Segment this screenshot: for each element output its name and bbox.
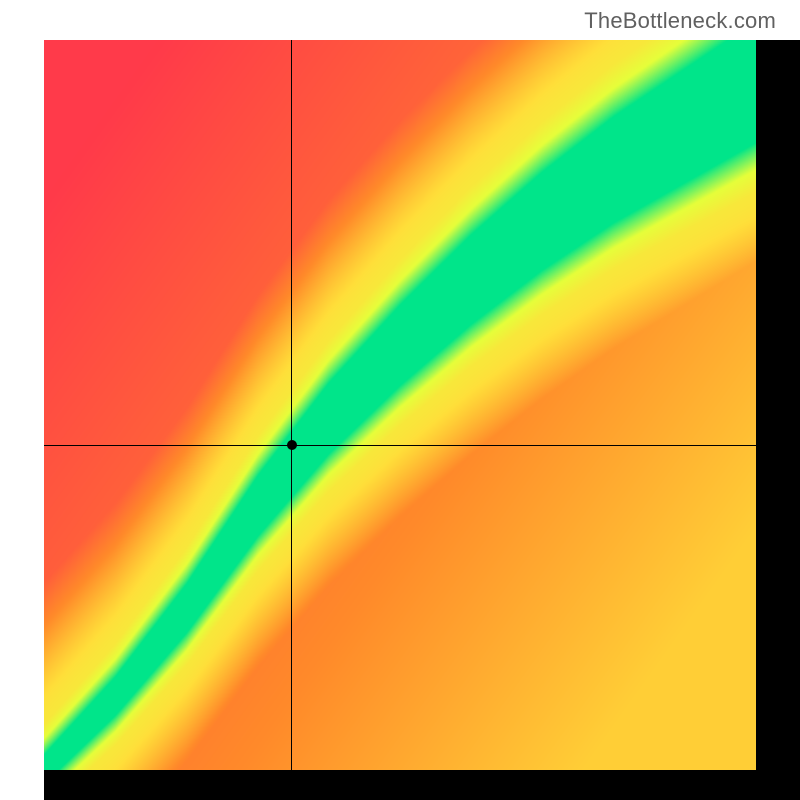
black-border-right — [756, 40, 800, 800]
marker-dot — [287, 440, 297, 450]
watermark-text: TheBottleneck.com — [584, 8, 776, 34]
crosshair-vertical — [291, 40, 292, 770]
chart-container: TheBottleneck.com — [0, 0, 800, 800]
black-border-bottom — [44, 770, 800, 800]
crosshair-horizontal — [44, 445, 756, 446]
heatmap-canvas — [44, 40, 756, 770]
